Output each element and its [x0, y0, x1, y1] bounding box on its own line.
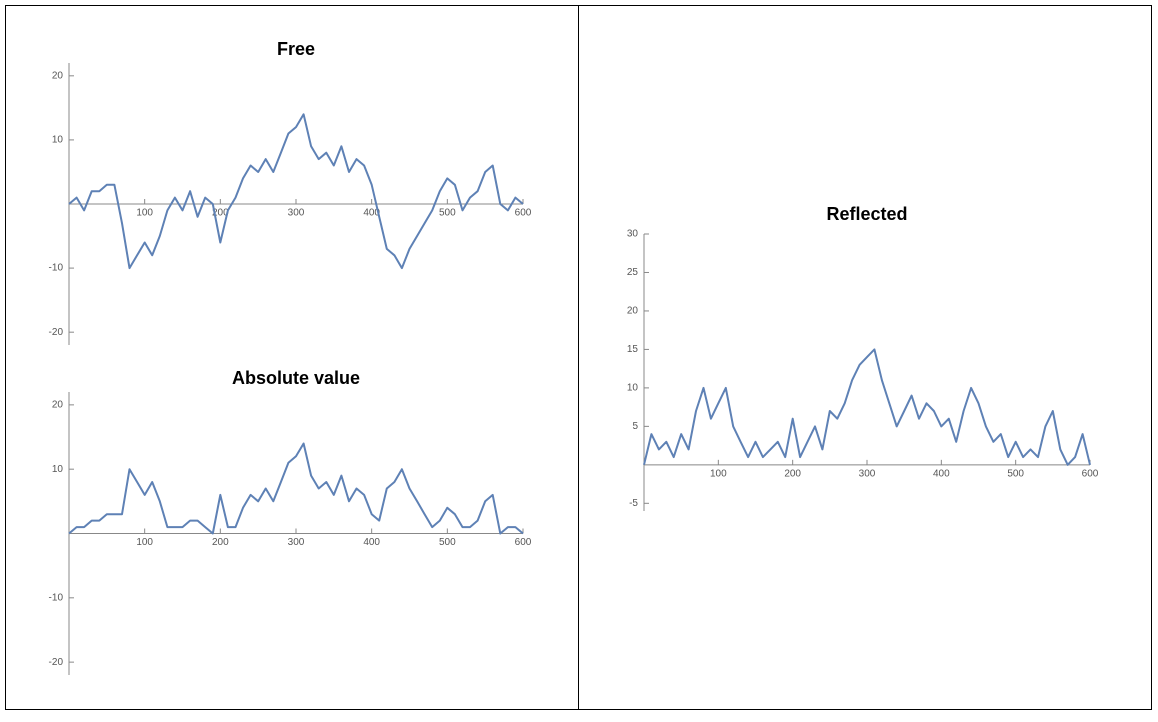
x-tick-label: 300	[859, 468, 876, 479]
series-line	[68, 442, 524, 535]
x-tick-label: 200	[212, 537, 229, 548]
y-tick-label: 20	[52, 70, 64, 81]
x-tick-label: 400	[363, 208, 380, 219]
chart-title: Free	[277, 39, 315, 59]
y-tick-label: -10	[49, 592, 64, 603]
chart-title: Reflected	[826, 204, 907, 224]
x-tick-label: 100	[136, 537, 153, 548]
y-tick-label: -20	[49, 657, 64, 668]
x-tick-label: 400	[933, 468, 950, 479]
x-tick-label: 200	[784, 468, 801, 479]
x-tick-label: 100	[136, 208, 153, 219]
y-tick-label: 20	[627, 306, 639, 317]
y-tick-label: 10	[52, 135, 64, 146]
y-tick-label: 25	[627, 267, 639, 278]
x-tick-label: 500	[1007, 468, 1024, 479]
y-tick-label: -20	[49, 327, 64, 338]
y-tick-label: 10	[52, 464, 64, 475]
y-tick-label: 30	[627, 229, 639, 240]
x-tick-label: 400	[363, 537, 380, 548]
y-tick-label: 15	[627, 344, 639, 355]
x-tick-label: 500	[439, 537, 456, 548]
y-tick-label: -10	[49, 263, 64, 274]
y-tick-label: 20	[52, 400, 64, 411]
y-tick-label: 10	[627, 383, 639, 394]
series-line	[643, 348, 1091, 466]
y-tick-label: 5	[632, 421, 638, 432]
x-tick-label: 500	[439, 208, 456, 219]
x-tick-label: 300	[288, 537, 305, 548]
series-line	[68, 113, 524, 270]
x-tick-label: 600	[1082, 468, 1099, 479]
x-tick-label: 300	[288, 208, 305, 219]
y-tick-label: -5	[629, 498, 638, 509]
x-tick-label: 600	[515, 208, 532, 219]
x-tick-label: 600	[515, 537, 532, 548]
x-tick-label: 200	[212, 208, 229, 219]
x-tick-label: 100	[710, 468, 727, 479]
chart-title: Absolute value	[232, 368, 360, 388]
